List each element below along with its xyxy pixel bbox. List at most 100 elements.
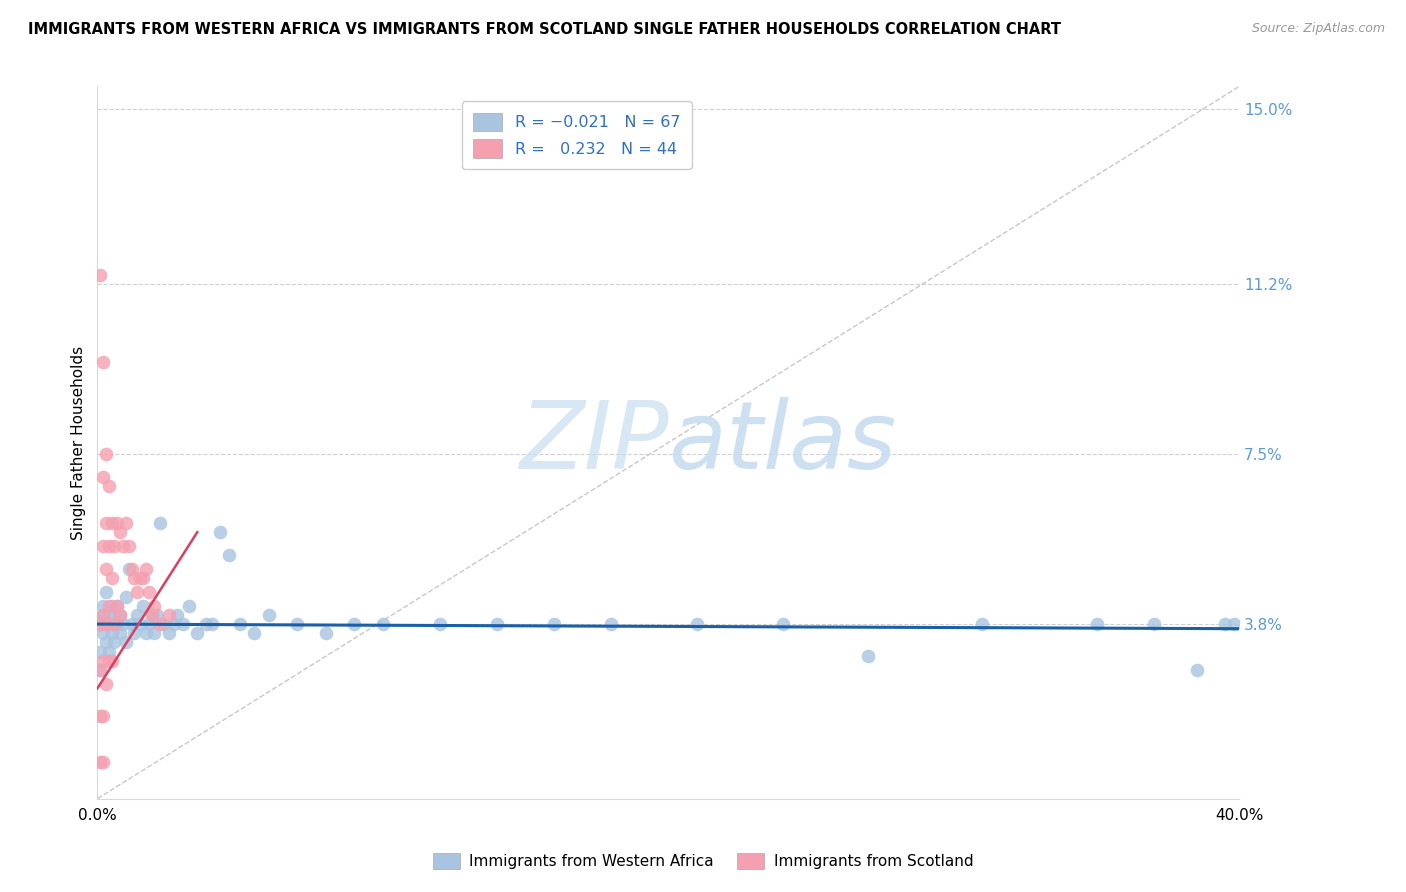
Point xyxy=(129,571,152,585)
Point xyxy=(257,607,280,622)
Point xyxy=(100,626,122,640)
Y-axis label: Single Father Households: Single Father Households xyxy=(72,345,86,540)
Point xyxy=(1222,617,1244,632)
Point xyxy=(91,355,114,369)
Point xyxy=(97,607,120,622)
Point xyxy=(103,539,125,553)
Point xyxy=(105,599,128,613)
Point xyxy=(105,599,128,613)
Point xyxy=(97,617,120,632)
Point xyxy=(91,626,114,640)
Point xyxy=(135,626,157,640)
Point xyxy=(91,654,114,668)
Point xyxy=(138,585,160,599)
Point xyxy=(89,268,111,282)
Point xyxy=(91,709,114,723)
Text: Source: ZipAtlas.com: Source: ZipAtlas.com xyxy=(1251,22,1385,36)
Point xyxy=(132,599,155,613)
Point xyxy=(124,626,146,640)
Point xyxy=(94,617,117,632)
Point xyxy=(100,654,122,668)
Point xyxy=(94,585,117,599)
Point xyxy=(124,571,146,585)
Point xyxy=(105,516,128,530)
Point xyxy=(1143,617,1166,632)
Point xyxy=(108,525,131,540)
Point xyxy=(229,617,252,632)
Point xyxy=(118,539,141,553)
Point xyxy=(152,617,174,632)
Point xyxy=(89,709,111,723)
Point xyxy=(94,677,117,691)
Point xyxy=(172,617,194,632)
Point xyxy=(91,470,114,484)
Legend: Immigrants from Western Africa, Immigrants from Scotland: Immigrants from Western Africa, Immigran… xyxy=(426,847,980,875)
Point xyxy=(972,617,994,632)
Text: ZIP: ZIP xyxy=(519,397,668,488)
Point xyxy=(143,599,166,613)
Point xyxy=(149,617,172,632)
Point xyxy=(108,607,131,622)
Point xyxy=(543,617,565,632)
Point xyxy=(97,599,120,613)
Point xyxy=(343,617,366,632)
Point xyxy=(94,447,117,461)
Point xyxy=(146,607,169,622)
Point xyxy=(94,617,117,632)
Point xyxy=(1085,617,1108,632)
Point xyxy=(429,617,451,632)
Point xyxy=(486,617,509,632)
Point xyxy=(103,617,125,632)
Point xyxy=(91,607,114,622)
Point xyxy=(186,626,208,640)
Point xyxy=(315,626,337,640)
Point xyxy=(89,645,111,659)
Point xyxy=(121,562,143,576)
Point xyxy=(138,617,160,632)
Point xyxy=(856,649,879,664)
Point xyxy=(686,617,709,632)
Point xyxy=(177,599,200,613)
Point xyxy=(94,562,117,576)
Point xyxy=(163,617,186,632)
Point xyxy=(166,607,188,622)
Point xyxy=(91,755,114,769)
Text: IMMIGRANTS FROM WESTERN AFRICA VS IMMIGRANTS FROM SCOTLAND SINGLE FATHER HOUSEHO: IMMIGRANTS FROM WESTERN AFRICA VS IMMIGR… xyxy=(28,22,1062,37)
Point xyxy=(89,755,111,769)
Point xyxy=(91,607,114,622)
Point xyxy=(132,571,155,585)
Point xyxy=(115,635,138,649)
Point xyxy=(127,607,149,622)
Point xyxy=(89,663,111,677)
Point xyxy=(103,635,125,649)
Point xyxy=(97,654,120,668)
Point xyxy=(200,617,222,632)
Point xyxy=(103,607,125,622)
Point xyxy=(115,516,138,530)
Point xyxy=(100,571,122,585)
Point xyxy=(97,539,120,553)
Point xyxy=(194,617,217,632)
Point xyxy=(149,516,172,530)
Point xyxy=(105,617,128,632)
Point xyxy=(112,617,135,632)
Point xyxy=(1185,663,1208,677)
Point xyxy=(141,607,163,622)
Point xyxy=(118,562,141,576)
Legend: R = −0.021   N = 67, R =   0.232   N = 44: R = −0.021 N = 67, R = 0.232 N = 44 xyxy=(463,102,692,169)
Point xyxy=(772,617,794,632)
Point xyxy=(143,626,166,640)
Point xyxy=(157,607,180,622)
Point xyxy=(112,539,135,553)
Point xyxy=(94,635,117,649)
Point xyxy=(209,525,232,540)
Point xyxy=(135,562,157,576)
Point xyxy=(108,626,131,640)
Point xyxy=(600,617,623,632)
Point xyxy=(218,548,240,562)
Point xyxy=(100,617,122,632)
Point xyxy=(100,516,122,530)
Point xyxy=(94,516,117,530)
Text: atlas: atlas xyxy=(668,397,897,488)
Point xyxy=(100,599,122,613)
